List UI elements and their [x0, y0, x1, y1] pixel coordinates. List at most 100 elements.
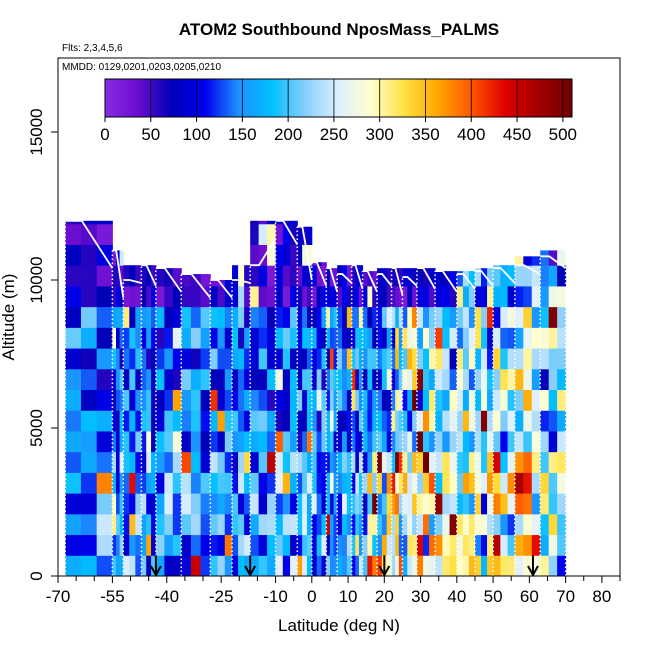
heatmap-cell: [531, 368, 541, 391]
heatmap-cell: [329, 389, 335, 411]
y-axis: 0 5000 10000 15000: [27, 108, 58, 581]
heatmap-cell: [258, 306, 268, 328]
heatmap-cell: [321, 262, 327, 266]
heatmap-cell: [337, 430, 343, 453]
heatmap-cell: [65, 410, 82, 432]
heatmap-cell: [250, 223, 260, 245]
heatmap-cell: [119, 389, 124, 411]
heatmap-cell: [311, 451, 318, 473]
heatmap-cell: [316, 430, 322, 453]
heatmap-cell: [316, 265, 322, 287]
heatmap-cell: [200, 389, 211, 411]
heatmap-cell: [372, 327, 378, 349]
heatmap-cell: [449, 285, 458, 308]
heatmap-cell: [290, 368, 298, 391]
heatmap-cell: [282, 534, 291, 556]
heatmap-cell: [474, 451, 482, 473]
heatmap-cell: [468, 285, 476, 308]
heatmap-cell: [181, 368, 192, 391]
heatmap-cell: [290, 513, 298, 536]
heatmap-cell: [395, 513, 400, 536]
heatmap-cell: [367, 306, 373, 328]
heatmap-cell: [151, 285, 157, 308]
heatmap-cell: [164, 472, 174, 494]
heatmap-cell: [514, 265, 524, 287]
colorbar-tick-label: 200: [274, 125, 302, 144]
heatmap-cell: [224, 430, 233, 453]
flight-leg: [275, 219, 299, 245]
heatmap-cell: [151, 348, 157, 370]
heatmap-cell: [500, 534, 509, 556]
heatmap-cell: [351, 513, 356, 536]
heatmap-cell: [422, 368, 430, 391]
x-tick-label: 20: [375, 587, 394, 606]
heatmap-cell: [321, 265, 327, 287]
heatmap-cell: [500, 265, 509, 287]
heatmap-cell: [435, 306, 443, 328]
heatmap-cell: [523, 285, 533, 308]
heatmap-cell: [351, 348, 356, 370]
heatmap-cell: [337, 472, 343, 494]
heatmap-cell: [507, 265, 516, 287]
heatmap-cell: [141, 451, 147, 473]
flight-leg: [123, 279, 142, 284]
heatmap-cell: [337, 493, 343, 515]
heatmap-cell: [395, 493, 400, 515]
heatmap-cell: [65, 220, 82, 225]
plot-frame: [57, 57, 621, 577]
down-arrow-head: [527, 565, 539, 578]
heatmap-cell: [514, 555, 524, 576]
heatmap-cell: [355, 348, 360, 370]
heatmap-cell: [164, 268, 174, 287]
heatmap-cell: [329, 472, 335, 494]
heatmap-cell: [333, 493, 338, 515]
heatmap-cell: [487, 306, 494, 328]
heatmap-cell: [258, 285, 268, 308]
heatmap-cell: [474, 268, 482, 287]
heatmap-cell: [297, 306, 303, 328]
heatmap-cell: [316, 493, 322, 515]
heatmap-cell: [267, 430, 277, 453]
heatmap-cell: [391, 410, 396, 432]
heatmap-cell: [407, 327, 413, 349]
heatmap-cell: [500, 348, 509, 370]
heatmap-cell: [540, 472, 550, 494]
heatmap-cell: [337, 555, 343, 576]
heatmap-cell: [258, 493, 268, 515]
heatmap-cell: [297, 555, 303, 576]
heatmap-cell: [412, 555, 418, 576]
heatmap-cell: [416, 368, 424, 391]
heatmap-cell: [557, 534, 567, 556]
heatmap-cell: [355, 472, 360, 494]
heatmap-cell: [351, 285, 356, 308]
heatmap-cell: [391, 389, 396, 411]
heatmap-cell: [557, 327, 567, 349]
heatmap-cell: [422, 430, 430, 453]
heatmap-cell: [372, 451, 378, 473]
heatmap-cell: [238, 493, 245, 515]
heatmap-cell: [135, 472, 142, 494]
heatmap-cell: [402, 285, 408, 308]
heatmap-cell: [402, 513, 408, 536]
heatmap-cell: [377, 451, 383, 473]
heatmap-cell: [337, 306, 343, 328]
heatmap-cell: [342, 472, 348, 494]
heatmap-cell: [141, 306, 147, 328]
heatmap-cell: [395, 555, 400, 576]
heatmap-cell: [302, 472, 308, 494]
heatmap-cell: [224, 389, 233, 411]
heatmap-cell: [442, 513, 451, 536]
heatmap-cell: [416, 493, 424, 515]
heatmap-cell: [141, 389, 147, 411]
heatmap-cell: [232, 348, 239, 370]
heatmap-cell: [190, 430, 202, 453]
heatmap-cell: [493, 368, 501, 391]
heatmap-cell: [402, 493, 408, 515]
heatmap-cell: [333, 268, 338, 287]
heatmap-cell: [306, 306, 313, 328]
heatmap-cell: [164, 555, 174, 576]
heatmap-cell: [326, 410, 331, 432]
heatmap-cell: [200, 513, 211, 536]
heatmap-cell: [190, 410, 202, 432]
heatmap-cell: [362, 430, 368, 453]
